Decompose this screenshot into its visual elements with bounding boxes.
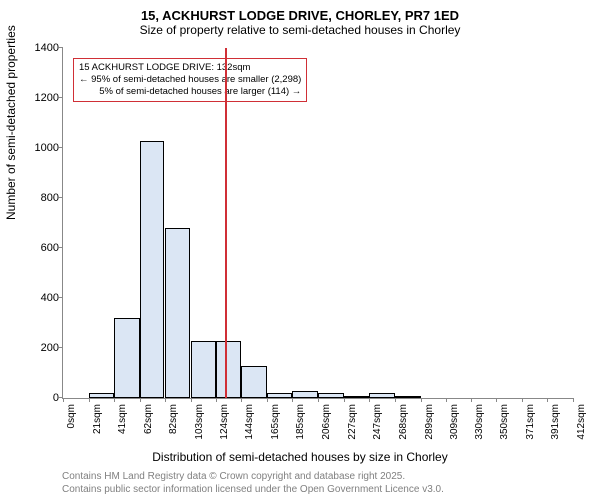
x-tick-label: 371sqm — [525, 404, 536, 440]
y-tick-label: 1000 — [35, 142, 63, 154]
y-tick-label: 0 — [53, 392, 63, 404]
x-tick-mark — [496, 398, 497, 402]
histogram-bar — [292, 391, 318, 399]
y-tick-label: 800 — [41, 192, 63, 204]
x-tick-mark — [421, 398, 422, 402]
y-tick-label: 1400 — [35, 42, 63, 54]
x-tick-mark — [165, 398, 166, 402]
y-tick-mark — [59, 97, 63, 98]
x-tick-mark — [292, 398, 293, 402]
histogram-bar — [114, 318, 140, 398]
x-tick-mark — [522, 398, 523, 402]
y-tick-mark — [59, 347, 63, 348]
y-axis-label: Number of semi-detached properties — [4, 25, 18, 220]
property-annotation: 15 ACKHURST LODGE DRIVE: 132sqm ← 95% of… — [73, 58, 307, 102]
y-tick-label: 400 — [41, 292, 63, 304]
x-tick-label: 289sqm — [424, 404, 435, 440]
x-tick-mark — [89, 398, 90, 402]
histogram-bar — [344, 396, 369, 399]
histogram-bar — [165, 228, 191, 398]
x-tick-label: 391sqm — [550, 404, 561, 440]
x-tick-mark — [471, 398, 472, 402]
x-tick-mark — [63, 398, 64, 402]
x-tick-mark — [547, 398, 548, 402]
chart-subtitle: Size of property relative to semi-detach… — [0, 23, 600, 41]
y-tick-mark — [59, 247, 63, 248]
x-tick-mark — [573, 398, 574, 402]
x-tick-label: 103sqm — [194, 404, 205, 440]
x-tick-label: 247sqm — [372, 404, 383, 440]
y-tick-label: 1200 — [35, 92, 63, 104]
x-tick-mark — [369, 398, 370, 402]
histogram-bar — [241, 366, 267, 399]
y-tick-label: 200 — [41, 342, 63, 354]
x-tick-mark — [191, 398, 192, 402]
y-tick-label: 600 — [41, 242, 63, 254]
attribution-text: Contains HM Land Registry data © Crown c… — [62, 470, 444, 496]
chart-title: 15, ACKHURST LODGE DRIVE, CHORLEY, PR7 1… — [0, 0, 600, 23]
histogram-bar — [216, 341, 241, 399]
x-tick-mark — [344, 398, 345, 402]
histogram-bar — [140, 141, 165, 399]
x-tick-label: 124sqm — [219, 404, 230, 440]
property-marker-line — [225, 48, 227, 398]
x-tick-label: 268sqm — [398, 404, 409, 440]
x-tick-label: 82sqm — [168, 404, 179, 434]
x-tick-label: 412sqm — [576, 404, 587, 440]
x-tick-label: 144sqm — [244, 404, 255, 440]
y-tick-mark — [59, 47, 63, 48]
x-tick-label: 62sqm — [143, 404, 154, 434]
annotation-line-3: 5% of semi-detached houses are larger (1… — [79, 86, 301, 98]
annotation-line-2: ← 95% of semi-detached houses are smalle… — [79, 74, 301, 86]
x-tick-label: 0sqm — [66, 404, 77, 428]
y-tick-mark — [59, 297, 63, 298]
histogram-bar — [318, 393, 344, 398]
histogram-bar — [369, 393, 395, 398]
histogram-bar — [89, 393, 114, 398]
x-tick-label: 350sqm — [499, 404, 510, 440]
histogram-bar — [191, 341, 217, 399]
x-tick-mark — [114, 398, 115, 402]
attribution-line-1: Contains HM Land Registry data © Crown c… — [62, 470, 444, 483]
x-tick-mark — [395, 398, 396, 402]
x-tick-label: 185sqm — [295, 404, 306, 440]
y-tick-mark — [59, 197, 63, 198]
x-tick-mark — [241, 398, 242, 402]
x-tick-mark — [267, 398, 268, 402]
x-axis-label: Distribution of semi-detached houses by … — [0, 450, 600, 464]
annotation-line-1: 15 ACKHURST LODGE DRIVE: 132sqm — [79, 62, 301, 74]
x-tick-mark — [140, 398, 141, 402]
x-tick-mark — [216, 398, 217, 402]
x-tick-label: 309sqm — [449, 404, 460, 440]
x-tick-mark — [318, 398, 319, 402]
attribution-line-2: Contains public sector information licen… — [62, 483, 444, 496]
x-tick-mark — [446, 398, 447, 402]
plot-area: 15 ACKHURST LODGE DRIVE: 132sqm ← 95% of… — [62, 48, 573, 399]
x-tick-label: 206sqm — [321, 404, 332, 440]
x-tick-label: 227sqm — [347, 404, 358, 440]
y-tick-mark — [59, 147, 63, 148]
x-tick-label: 21sqm — [92, 404, 103, 434]
histogram-bar — [267, 393, 292, 398]
chart-container: 15, ACKHURST LODGE DRIVE, CHORLEY, PR7 1… — [0, 0, 600, 500]
x-tick-label: 165sqm — [270, 404, 281, 440]
histogram-bar — [395, 396, 421, 399]
x-tick-label: 330sqm — [474, 404, 485, 440]
x-tick-label: 41sqm — [117, 404, 128, 434]
